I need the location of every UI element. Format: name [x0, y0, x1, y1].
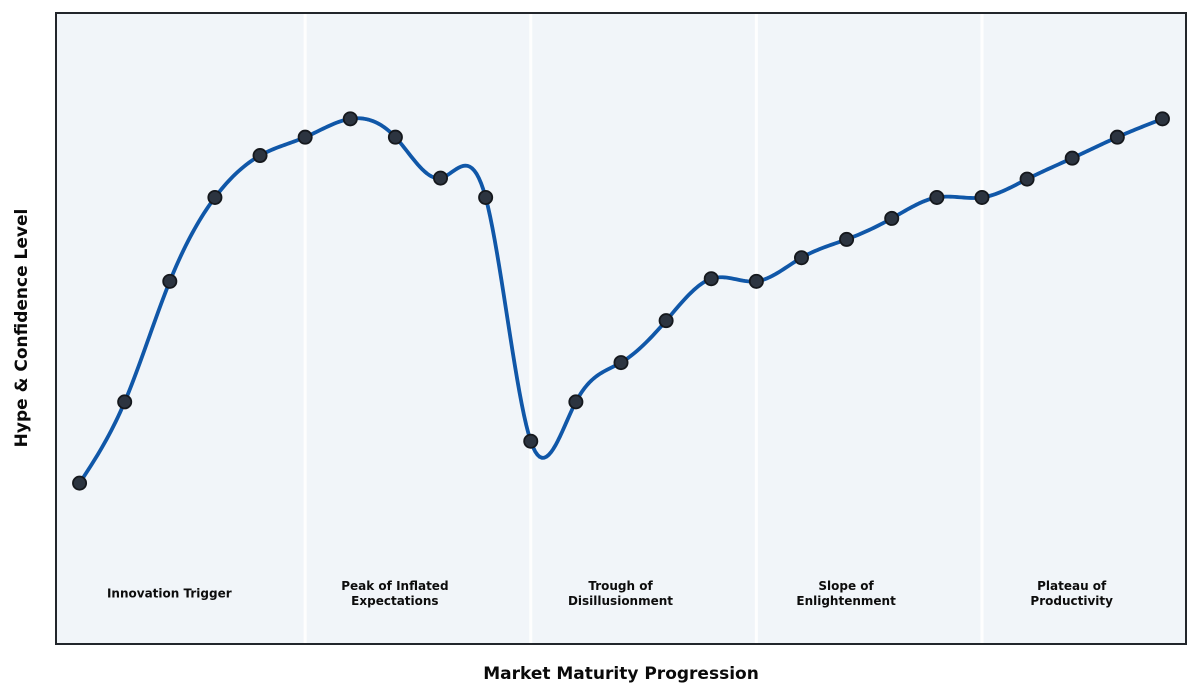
data-point-marker	[883, 210, 899, 226]
data-point-marker	[1019, 171, 1035, 187]
data-point-marker	[252, 148, 268, 164]
data-point-marker	[613, 355, 629, 371]
data-point-marker	[522, 433, 538, 449]
x-axis-label: Market Maturity Progression	[483, 664, 759, 684]
hype-curve	[77, 116, 1164, 486]
data-point-marker	[297, 129, 313, 145]
data-point-marker	[1064, 150, 1080, 166]
data-point-marker	[161, 273, 177, 289]
data-point-marker	[793, 250, 809, 266]
data-point-marker	[206, 189, 222, 205]
data-point-marker	[432, 170, 448, 186]
curve-canvas	[71, 14, 1170, 643]
plot-area: Innovation Trigger Peak of Inflated Expe…	[54, 12, 1187, 645]
data-point-marker	[567, 394, 583, 410]
data-point-marker	[973, 189, 989, 205]
data-point-marker	[748, 273, 764, 289]
data-point-marker	[1109, 129, 1125, 145]
data-point-marker	[658, 313, 674, 329]
data-point-marker	[71, 475, 87, 491]
data-point-marker	[928, 189, 944, 205]
y-axis-label: Hype & Confidence Level	[12, 208, 32, 448]
data-point-marker	[116, 394, 132, 410]
data-point-marker	[342, 111, 358, 127]
data-point-marker	[1154, 111, 1170, 127]
data-point-marker	[477, 189, 493, 205]
data-point-marker	[838, 231, 854, 247]
data-point-marker	[387, 129, 403, 145]
data-point-marker	[703, 271, 719, 287]
